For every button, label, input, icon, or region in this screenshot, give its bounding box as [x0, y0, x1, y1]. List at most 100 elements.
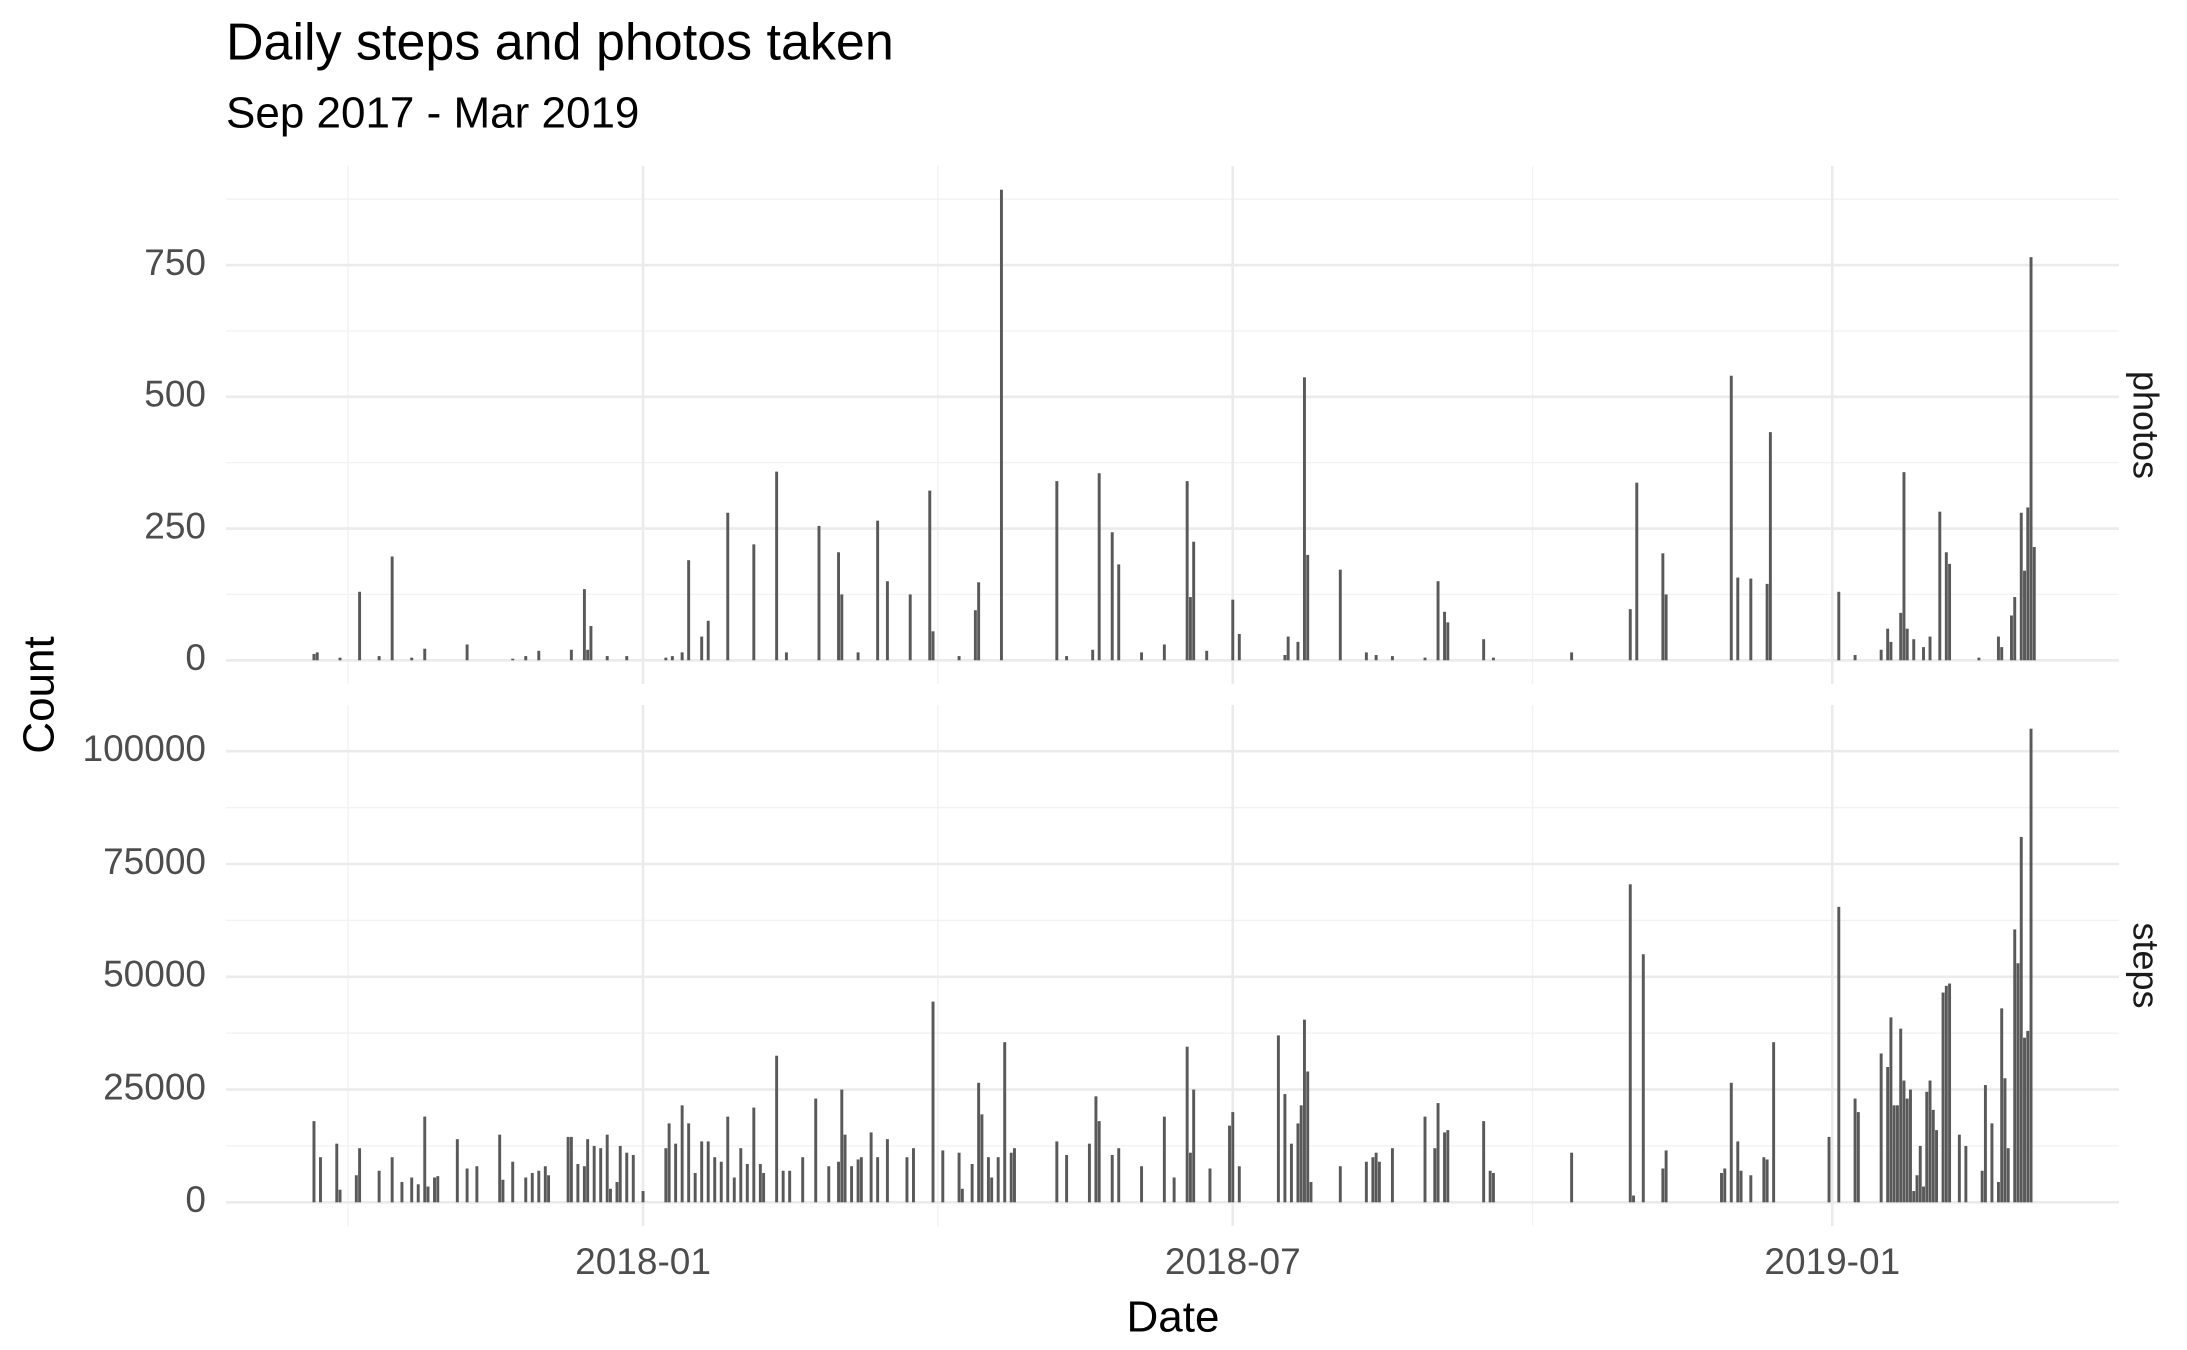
bar [931, 1001, 935, 1203]
bar [784, 652, 788, 661]
bar [423, 648, 427, 661]
bar [416, 1184, 420, 1203]
bar [1055, 481, 1059, 661]
bar [1364, 652, 1368, 661]
bar [1902, 1080, 1906, 1203]
bar [1990, 1123, 1994, 1203]
bar [498, 1134, 502, 1203]
bar [1140, 652, 1144, 661]
bar [312, 1121, 316, 1203]
bar [354, 1175, 358, 1203]
bar [2006, 1148, 2010, 1203]
bar [1140, 1166, 1144, 1203]
bar [1013, 1148, 1016, 1203]
bar [1065, 656, 1069, 661]
bar [957, 1152, 961, 1203]
bar [706, 1141, 710, 1203]
bar [569, 1136, 573, 1203]
bar [1446, 1130, 1450, 1203]
bar [1306, 554, 1310, 661]
bar [856, 652, 860, 661]
bar [1899, 612, 1903, 661]
bar [1909, 1089, 1912, 1203]
bar [1162, 644, 1166, 661]
bar [850, 1166, 854, 1203]
bar [1374, 1152, 1378, 1203]
bar [2019, 512, 2023, 661]
bar [1185, 481, 1189, 661]
bar [335, 1143, 339, 1203]
bar [582, 589, 586, 661]
bar [1931, 1109, 1935, 1203]
bar [2013, 929, 2017, 1203]
bar [1110, 532, 1114, 661]
bar [1980, 1170, 1984, 1203]
bar [1957, 1134, 1961, 1203]
bar [814, 1098, 818, 1203]
bar [433, 1177, 436, 1203]
bar [615, 1182, 619, 1203]
bar [315, 652, 319, 661]
bar [358, 591, 362, 661]
bar [1886, 1066, 1890, 1203]
bar [1087, 1143, 1091, 1203]
bar [726, 512, 730, 661]
bar [885, 581, 889, 661]
bar [670, 656, 674, 661]
bar [1570, 1152, 1574, 1203]
bar [1772, 1042, 1776, 1203]
bar [1283, 1094, 1287, 1203]
y-tick-label: 50000 [103, 954, 206, 995]
bar [1436, 1103, 1440, 1203]
bar [1289, 1143, 1293, 1203]
bar [1729, 375, 1733, 661]
bar [1188, 1152, 1192, 1203]
bar [700, 636, 704, 661]
bar [2003, 1078, 2007, 1203]
x-tick-label: 2018-07 [1165, 1241, 1301, 1282]
bar [1185, 1046, 1189, 1203]
bar [1736, 577, 1740, 661]
bar [1192, 541, 1196, 661]
x-axis-title: Date [1127, 1293, 1220, 1342]
bar [1009, 1152, 1013, 1203]
chart-subtitle: Sep 2017 - Mar 2019 [226, 89, 639, 138]
bar [1853, 655, 1857, 661]
bar [1094, 1096, 1098, 1203]
bar [1928, 1080, 1932, 1203]
bar [1922, 1186, 1925, 1203]
bar [1837, 591, 1841, 661]
bar [837, 1161, 841, 1203]
bar [501, 1179, 505, 1203]
bar [1723, 1168, 1727, 1203]
bar [1902, 472, 1906, 661]
bar [582, 1166, 586, 1203]
bar [1941, 992, 1945, 1203]
strip-label: steps [2125, 922, 2166, 1008]
y-tick-label: 0 [185, 637, 206, 678]
bar [1302, 1019, 1306, 1203]
bar [674, 1143, 678, 1203]
bar [1338, 1166, 1342, 1203]
bar [605, 656, 609, 661]
bar [592, 1145, 596, 1203]
bar [2010, 615, 2013, 661]
bar [2023, 1037, 2026, 1203]
bar [641, 1191, 645, 1203]
bar [973, 610, 977, 661]
bar [1661, 553, 1665, 661]
bar [1889, 641, 1893, 661]
bar [1918, 1145, 1922, 1203]
bar [1664, 594, 1668, 661]
bar [2032, 546, 2036, 661]
bar [1925, 1091, 1929, 1203]
y-tick-label: 100000 [83, 728, 206, 769]
bar [1482, 639, 1486, 661]
bar [1628, 884, 1632, 1203]
bar [1443, 611, 1447, 661]
bar [410, 657, 414, 661]
bar [625, 1152, 629, 1203]
bar [2013, 597, 2017, 661]
bar [1853, 1098, 1857, 1203]
bar [980, 1114, 984, 1203]
